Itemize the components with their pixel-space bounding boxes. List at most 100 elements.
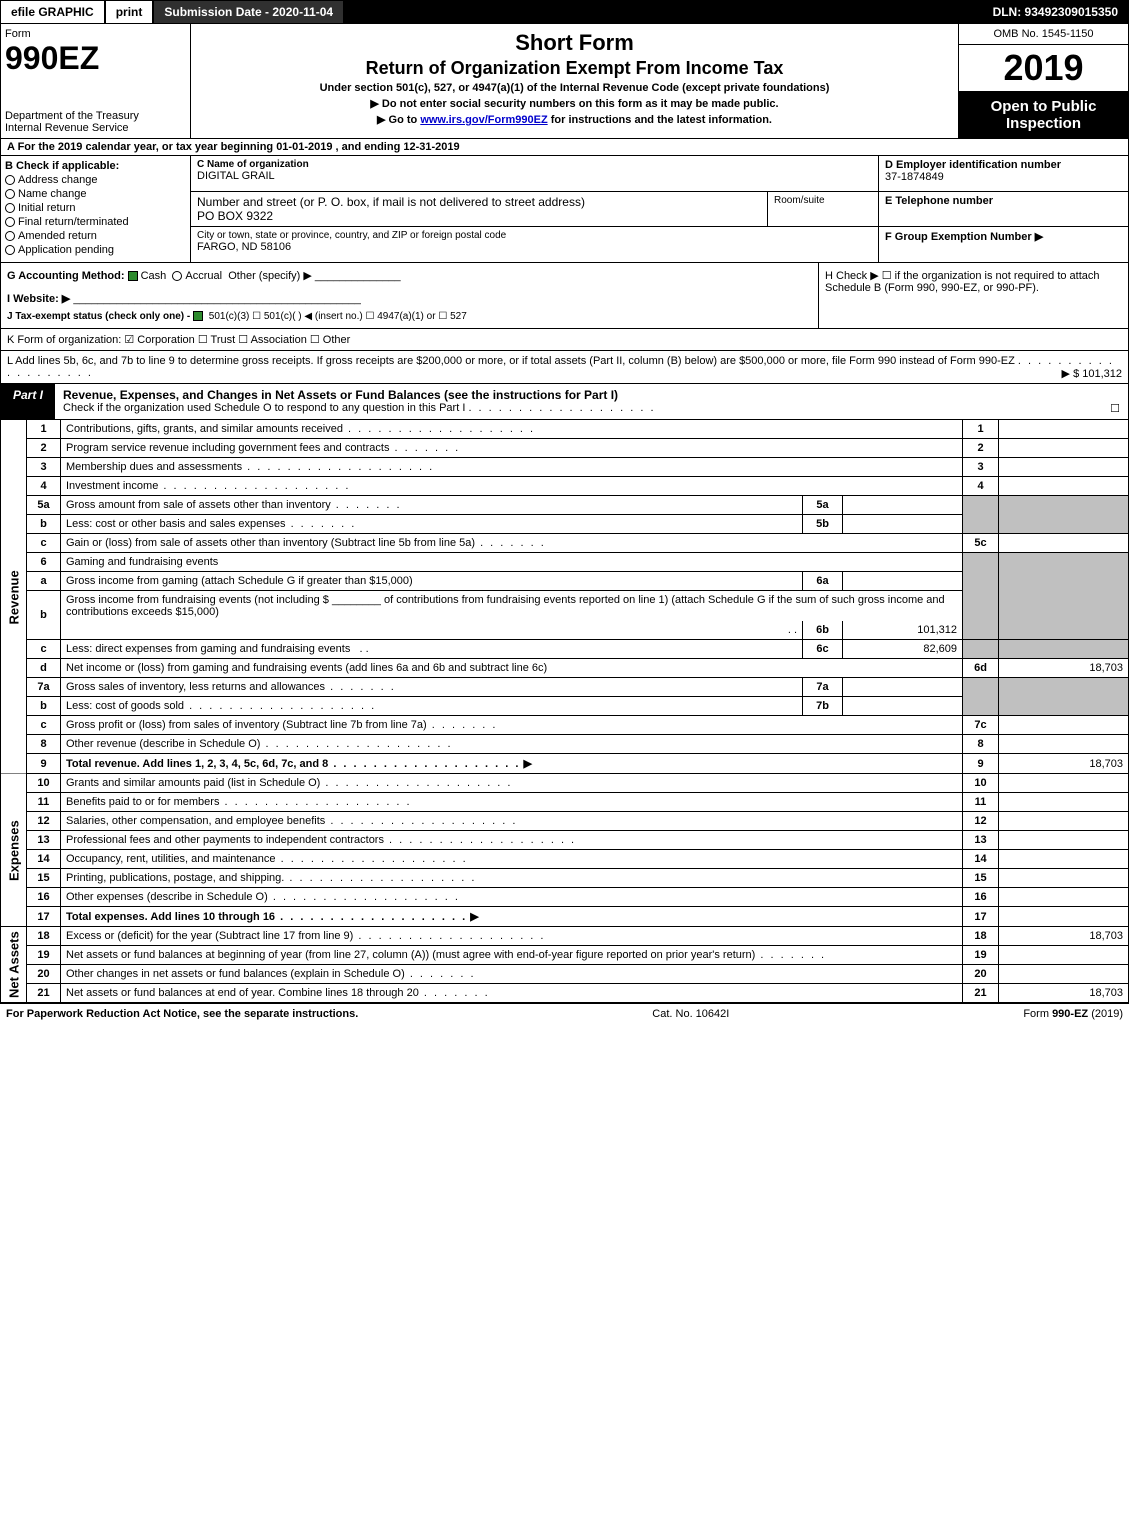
netassets-label: Net Assets	[1, 927, 27, 1003]
ln3-num: 3	[27, 458, 61, 477]
irs-link[interactable]: www.irs.gov/Form990EZ	[420, 114, 547, 126]
print-button[interactable]: print	[106, 1, 155, 23]
form-label: Form	[5, 28, 186, 40]
501c3-check[interactable]	[193, 311, 203, 321]
ln7a-subval	[843, 678, 963, 697]
ln6a-num: a	[27, 572, 61, 591]
ln21-num: 21	[27, 984, 61, 1003]
city-val: FARGO, ND 58106	[197, 241, 872, 253]
part1-sub: Check if the organization used Schedule …	[63, 402, 1120, 414]
cash-check[interactable]	[128, 271, 138, 281]
gh-row: G Accounting Method: Cash Accrual Other …	[0, 263, 1129, 329]
revenue-label: Revenue	[1, 420, 27, 774]
ln6b-num: b	[27, 591, 61, 640]
ln15-val	[999, 869, 1129, 888]
ln8-desc: Other revenue (describe in Schedule O)	[61, 735, 963, 754]
section-def: D Employer identification number 37-1874…	[878, 156, 1128, 262]
ln20-box: 20	[963, 965, 999, 984]
ln6d-desc: Net income or (loss) from gaming and fun…	[61, 659, 963, 678]
chk-pending[interactable]: Application pending	[5, 244, 186, 256]
ln3-val	[999, 458, 1129, 477]
org-name-val: DIGITAL GRAIL	[197, 170, 872, 182]
group-exempt-row: F Group Exemption Number ▶	[879, 227, 1128, 262]
ln6c-desc: Less: direct expenses from gaming and fu…	[61, 640, 803, 659]
ln16-num: 16	[27, 888, 61, 907]
ln18-box: 18	[963, 927, 999, 946]
ln17-val	[999, 907, 1129, 927]
addr-row: Number and street (or P. O. box, if mail…	[191, 192, 878, 227]
org-name-row: C Name of organization DIGITAL GRAIL	[191, 156, 878, 192]
ln18-num: 18	[27, 927, 61, 946]
chk-amended[interactable]: Amended return	[5, 230, 186, 242]
ln17-num: 17	[27, 907, 61, 927]
footer-left: For Paperwork Reduction Act Notice, see …	[6, 1008, 358, 1020]
ln10-num: 10	[27, 774, 61, 793]
ln15-desc: Printing, publications, postage, and shi…	[61, 869, 963, 888]
ln2-val	[999, 439, 1129, 458]
ln21-desc: Net assets or fund balances at end of ye…	[61, 984, 963, 1003]
ln4-box: 4	[963, 477, 999, 496]
ln13-box: 13	[963, 831, 999, 850]
ln16-desc: Other expenses (describe in Schedule O)	[61, 888, 963, 907]
ln6b-subval: 101,312	[843, 621, 963, 640]
ln13-val	[999, 831, 1129, 850]
ln10-box: 10	[963, 774, 999, 793]
ln5c-desc: Gain or (loss) from sale of assets other…	[61, 534, 963, 553]
ln6d-val: 18,703	[999, 659, 1129, 678]
addr-lbl: Number and street (or P. O. box, if mail…	[197, 195, 761, 209]
ln7c-desc: Gross profit or (loss) from sales of inv…	[61, 716, 963, 735]
ein-row: D Employer identification number 37-1874…	[879, 156, 1128, 192]
chk-address[interactable]: Address change	[5, 174, 186, 186]
ln7-shade	[963, 678, 999, 716]
top-bar: efile GRAPHIC print Submission Date - 20…	[0, 0, 1129, 24]
tax-exempt-row: J Tax-exempt status (check only one) - 5…	[7, 311, 812, 322]
chk-name[interactable]: Name change	[5, 188, 186, 200]
org-name-lbl: C Name of organization	[197, 159, 872, 170]
submission-date: Submission Date - 2020-11-04	[154, 1, 343, 23]
section-b-label: B Check if applicable:	[5, 160, 186, 172]
ln5b-sub: 5b	[803, 515, 843, 534]
ln6c-subval: 82,609	[843, 640, 963, 659]
ln3-desc: Membership dues and assessments	[61, 458, 963, 477]
ln6a-desc: Gross income from gaming (attach Schedul…	[61, 572, 803, 591]
ln13-desc: Professional fees and other payments to …	[61, 831, 963, 850]
website-row: I Website: ▶ ___________________________…	[7, 292, 812, 305]
info-grid: B Check if applicable: Address change Na…	[0, 156, 1129, 263]
accrual-check[interactable]	[172, 271, 182, 281]
ln1-val	[999, 420, 1129, 439]
ln7a-num: 7a	[27, 678, 61, 697]
ln5-shade2	[999, 496, 1129, 534]
dln: DLN: 93492309015350	[983, 1, 1128, 23]
goto-post: for instructions and the latest informat…	[548, 114, 772, 126]
ln1-desc: Contributions, gifts, grants, and simila…	[61, 420, 963, 439]
ln18-desc: Excess or (deficit) for the year (Subtra…	[61, 927, 963, 946]
return-title: Return of Organization Exempt From Incom…	[199, 58, 950, 79]
ln20-num: 20	[27, 965, 61, 984]
ln6c-shade	[963, 640, 999, 659]
expenses-label: Expenses	[1, 774, 27, 927]
part1-title-text: Revenue, Expenses, and Changes in Net As…	[63, 388, 618, 402]
ln5-shade	[963, 496, 999, 534]
header-left: Form 990EZ Department of the Treasury In…	[1, 24, 191, 138]
cash-lbl: Cash	[141, 270, 167, 282]
l-val: ▶ $ 101,312	[1062, 367, 1122, 380]
goto-line: ▶ Go to www.irs.gov/Form990EZ for instru…	[199, 113, 950, 126]
city-row: City or town, state or province, country…	[191, 227, 878, 262]
dept-line1: Department of the Treasury	[5, 110, 186, 122]
omb-number: OMB No. 1545-1150	[959, 24, 1128, 45]
chk-initial[interactable]: Initial return	[5, 202, 186, 214]
chk-final[interactable]: Final return/terminated	[5, 216, 186, 228]
ln20-val	[999, 965, 1129, 984]
ln6a-subval	[843, 572, 963, 591]
ln16-box: 16	[963, 888, 999, 907]
ein-val: 37-1874849	[885, 171, 1122, 183]
h-box: H Check ▶ ☐ if the organization is not r…	[818, 263, 1128, 328]
ln7b-desc: Less: cost of goods sold	[61, 697, 803, 716]
ln4-val	[999, 477, 1129, 496]
dept-line2: Internal Revenue Service	[5, 122, 186, 134]
ln7a-desc: Gross sales of inventory, less returns a…	[61, 678, 803, 697]
ln18-val: 18,703	[999, 927, 1129, 946]
tax-year: 2019	[959, 45, 1128, 92]
ln5c-val	[999, 534, 1129, 553]
ln1-box: 1	[963, 420, 999, 439]
